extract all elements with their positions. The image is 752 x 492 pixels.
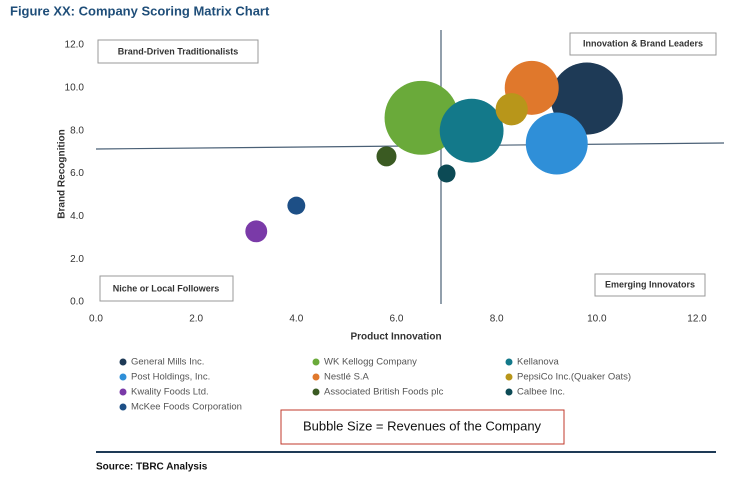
note-box (280, 409, 565, 445)
x-tick-label: 2.0 (189, 314, 203, 325)
bubbles (245, 60, 623, 243)
bubble (245, 220, 268, 243)
x-tick-label: 0.0 (89, 314, 103, 325)
y-tick-label: 10.0 (65, 82, 85, 93)
legend-label: WK Kellogg Company (324, 357, 417, 368)
quadrant-box (97, 39, 259, 64)
legend-label: PepsiCo Inc.(Quaker Oats) (517, 372, 631, 383)
legend-label: Kellanova (517, 357, 559, 368)
x-tick-label: 12.0 (687, 314, 707, 325)
x-axis-label: Product Innovation (350, 332, 441, 343)
legend-label: Calbee Inc. (517, 387, 565, 398)
legend-marker (312, 373, 320, 381)
bubble (384, 80, 459, 155)
y-tick-label: 6.0 (70, 168, 84, 179)
legend-marker (119, 403, 127, 411)
quadrant-label: Innovation & Brand Leaders (583, 38, 703, 48)
quadrant-label: Brand-Driven Traditionalists (118, 46, 239, 56)
quadrant-box (99, 275, 234, 302)
y-tick-label: 0.0 (70, 297, 84, 308)
note: Bubble Size = Revenues of the Company (303, 418, 542, 433)
quadrant-label: Niche or Local Followers (113, 283, 220, 293)
legend-label: McKee Foods Corporation (131, 402, 242, 413)
y-axis-label: Brand Recognition (57, 129, 68, 218)
legend-marker (312, 358, 320, 366)
bubble (495, 93, 528, 126)
legend-label: General Mills Inc. (131, 357, 204, 368)
legend-marker (505, 388, 513, 396)
legend-marker (312, 388, 320, 396)
x-tick-label: 4.0 (289, 314, 303, 325)
x-tick-label: 10.0 (587, 314, 607, 325)
quadrant-label: Emerging Innovators (605, 279, 695, 289)
legend-label: Associated British Foods plc (324, 387, 444, 398)
y-tick-label: 8.0 (70, 125, 84, 136)
bubble (376, 146, 397, 167)
legend-marker (505, 373, 513, 381)
chart-title: Figure XX: Company Scoring Matrix Chart (10, 3, 270, 18)
y-tick-label: 2.0 (70, 254, 84, 265)
quadrant-box (594, 273, 706, 297)
legend-marker (505, 358, 513, 366)
legend-marker (119, 388, 127, 396)
x-tick-label: 8.0 (490, 314, 504, 325)
y-tick-label: 4.0 (70, 211, 84, 222)
legend-marker (119, 373, 127, 381)
bubble (437, 164, 456, 183)
legend-label: Nestlé S.A (324, 372, 370, 383)
bubble (525, 112, 588, 175)
source: Source: TBRC Analysis (96, 462, 208, 473)
bubble (287, 196, 306, 215)
y-tick-label: 12.0 (65, 40, 85, 51)
legend-marker (119, 358, 127, 366)
bubble (439, 98, 504, 163)
legend-label: Post Holdings, Inc. (131, 372, 210, 383)
x-tick-label: 6.0 (390, 314, 404, 325)
quadrant-box (569, 32, 717, 56)
legend-label: Kwality Foods Ltd. (131, 387, 209, 398)
